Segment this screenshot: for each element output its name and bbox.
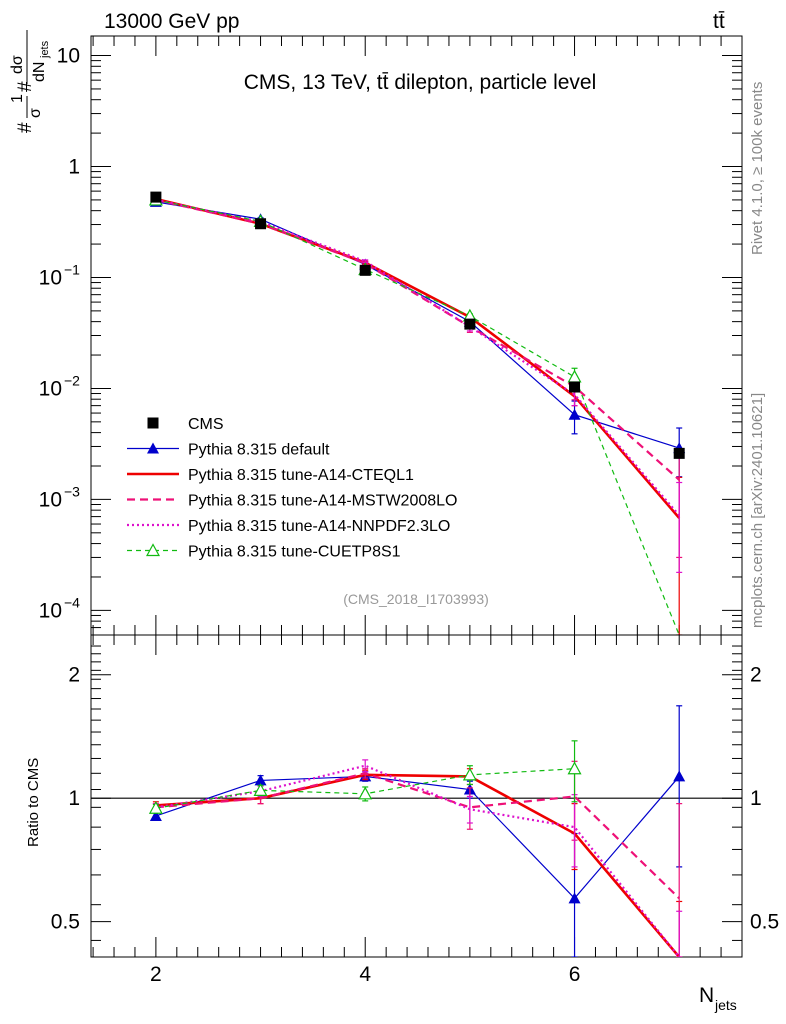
legend: CMS Pythia 8.315 default Pythia 8.315 tune… (127, 416, 457, 561)
x-label-sub: jets (714, 997, 737, 1013)
final-state-label: tt̄ (713, 10, 725, 33)
ratio-y-tick-label: 2 (68, 664, 80, 687)
y-label-hash-2: # (15, 81, 36, 92)
ratio-series (148, 705, 686, 957)
ratio-default-marker (149, 809, 162, 821)
legend-default-marker (147, 442, 159, 454)
ratio-y-tick-label-right: 1 (750, 787, 762, 810)
main-data-marker (359, 264, 371, 276)
ratio-default-marker (254, 774, 267, 786)
main-y-tick-exponent: −4 (64, 594, 80, 610)
main-y-tick-exponent: −1 (64, 261, 80, 277)
ratio-default-marker (673, 770, 686, 782)
ratio-cuetp8s1-marker (462, 767, 477, 781)
ratio-y-tick-label: 1 (68, 787, 80, 810)
x-tick-labels: 2 4 6 (150, 963, 580, 986)
main-series (148, 191, 686, 635)
analysis-id: (CMS_2018_I1703993) (343, 591, 489, 607)
ratio-cuetp8s1-marker (567, 761, 582, 775)
legend-default-label: Pythia 8.315 default (188, 442, 330, 459)
main-y-tick-label: 10 (39, 377, 62, 400)
main-y-tick-label: 10 (57, 45, 80, 68)
main-cuetp8s1-line (155, 199, 680, 635)
mcplots-label: mcplots.cern.ch [arXiv:2401.10621] (749, 393, 766, 628)
legend-cuetp8s1-marker (145, 543, 161, 557)
legend-a14_cteql1-label: Pythia 8.315 tune-A14-CTEQL1 (188, 467, 414, 484)
ratio-cuetp8s1-marker (253, 783, 268, 796)
ratio-y-tick-label-right: 2 (750, 664, 762, 687)
ratio-x-axis (92, 635, 722, 957)
x-tick-label: 4 (359, 963, 371, 986)
ratio-a14_mstw-line (155, 772, 680, 900)
x-tick-label: 2 (150, 963, 162, 986)
y-label-dsigma: dσ (9, 55, 26, 74)
y-label-frac-num: 1 (9, 94, 26, 103)
main-y-tick-exponent: −3 (64, 483, 80, 499)
y-label-dn-sub: jets (39, 40, 51, 59)
y-label-frac-den: σ (27, 108, 44, 118)
main-y-tick-label: 1 (68, 156, 80, 179)
main-y-axis-label: # 1 σ # dσ dN jets (9, 30, 51, 133)
ratio-y-tick-label: 0.5 (51, 911, 80, 934)
main-cuetp8s1-marker (567, 369, 582, 383)
ratio-y-tick-label-right: 0.5 (750, 911, 779, 934)
y-label-dn: dN (31, 62, 48, 82)
main-y-tick-label: 10 (39, 488, 62, 511)
legend-a14_mstw-label: Pythia 8.315 tune-A14-MSTW2008LO (188, 493, 457, 510)
x-label-n: N (699, 984, 714, 1007)
ratio-panel: 0.5 0.5 1 1 2 2 Ratio to CMS (25, 634, 779, 958)
y-label-hash-1: # (15, 122, 36, 133)
ratio-a14_nnpdf-line (155, 764, 681, 957)
main-y-tick-label: 10 (39, 599, 62, 622)
main-x-axis (92, 36, 722, 635)
x-tick-label: 6 (569, 963, 581, 986)
main-data-marker (255, 218, 267, 230)
main-title: CMS, 13 TeV, tt̄ dilepton, particle leve… (244, 71, 597, 94)
ratio-cuetp8s1-marker (148, 801, 163, 814)
ratio-default-line (155, 775, 680, 900)
x-axis-label: N jets (699, 984, 737, 1013)
main-a14_mstw-line (155, 198, 680, 481)
main-data-marker (464, 318, 476, 330)
ratio-a14_cteql1-line (155, 773, 681, 957)
legend-cuetp8s1-label: Pythia 8.315 tune-CUETP8S1 (188, 544, 401, 561)
legend-data-label: CMS (188, 416, 224, 433)
main-panel: CMS, 13 TeV, tt̄ dilepton, particle leve… (39, 35, 743, 636)
main-a14_cteql1-line (155, 197, 681, 519)
rivet-label: Rivet 4.1.0, ≥ 100k events (749, 82, 766, 255)
ratio-default-marker (568, 892, 581, 904)
main-data-marker (569, 381, 581, 393)
ratio-y-label: Ratio to CMS (25, 758, 42, 847)
legend-a14_nnpdf-label: Pythia 8.315 tune-A14-NNPDF2.3LO (188, 518, 450, 535)
main-y-tick-exponent: −2 (64, 372, 80, 388)
main-data-marker (150, 191, 162, 203)
ratio-panel-frame (90, 634, 743, 958)
ratio-y-axis: 0.5 0.5 1 1 2 2 (51, 645, 779, 941)
main-y-tick-label: 10 (39, 266, 62, 289)
main-data-marker (673, 447, 685, 459)
main-a14_nnpdf-line (155, 198, 681, 516)
main-default-marker (568, 408, 581, 420)
process-label: 13000 GeV pp (104, 10, 239, 33)
ratio-cuetp8s1-marker (358, 786, 373, 800)
legend-data-marker (147, 417, 159, 429)
